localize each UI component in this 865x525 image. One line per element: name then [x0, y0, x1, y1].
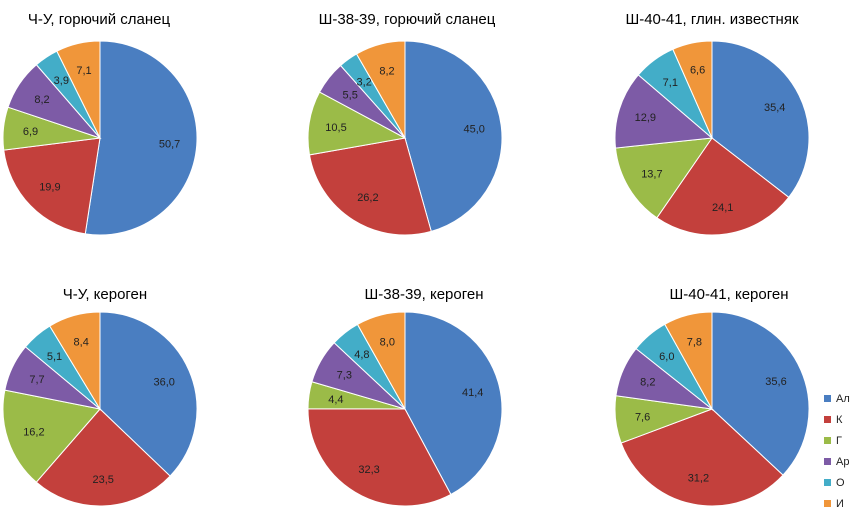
legend-swatch [824, 458, 831, 465]
pie-slice-К [307, 408, 452, 507]
pie-chart-2: Ш-38-39, горючий сланец 45,0 26,2 10,5 5,5 3,… [307, 11, 503, 236]
pie-slice-Ар [614, 74, 714, 149]
data-label: 31,2 [688, 473, 709, 485]
pie-slice-Г [614, 137, 714, 219]
pie-title: Ч-У, кероген [63, 286, 147, 303]
data-label: 26,2 [357, 192, 378, 204]
data-label: 35,6 [765, 376, 786, 388]
legend: Ал КГ Ар ОИ [824, 393, 850, 510]
pie-title: Ч-У, горючий сланец [28, 11, 171, 28]
data-label: 7,7 [29, 374, 44, 386]
legend-swatch [824, 500, 831, 507]
pie-slice-И [672, 40, 713, 139]
data-label: 19,9 [39, 182, 60, 194]
legend-label: И [836, 498, 844, 510]
legend-swatch [824, 395, 831, 402]
data-label: 16,2 [23, 427, 44, 439]
pie-slice-И [356, 311, 406, 411]
data-label: 32,3 [358, 464, 379, 476]
data-label: 23,5 [92, 474, 113, 486]
pie-chart-3: Ш-40-41, глин. известняк 35,4 24,1 13,7 12,9… [614, 11, 810, 236]
legend-swatch [824, 416, 831, 423]
pie-slice-И [355, 40, 406, 140]
legend-swatch [824, 479, 831, 486]
legend-swatch [824, 437, 831, 444]
data-label: 13,7 [641, 169, 662, 181]
data-label: 8,4 [74, 337, 89, 349]
pie-slice-К [656, 137, 790, 236]
data-label: 3,2 [357, 76, 372, 88]
data-label: 45,0 [463, 124, 484, 136]
data-label: 4,4 [328, 394, 343, 406]
pie-slice-И [56, 40, 101, 139]
legend-label: Ар [836, 456, 849, 468]
data-label: 6,9 [23, 126, 38, 138]
data-label: 24,1 [712, 202, 733, 214]
data-label: 10,5 [325, 122, 346, 134]
pie-title: Ш-38-39, кероген [365, 286, 484, 303]
data-label: 36,0 [153, 377, 174, 389]
data-label: 3,9 [54, 75, 69, 87]
data-label: 8,2 [640, 377, 655, 389]
data-label: 7,1 [663, 77, 678, 89]
pie-slice-Ал [404, 40, 503, 232]
pie-slice-Г [2, 389, 101, 483]
pie-title: Ш-40-41, кероген [670, 286, 789, 303]
pie-slice-Ал [404, 311, 503, 496]
data-label: 12,9 [635, 112, 656, 124]
pie-slice-К [3, 137, 101, 235]
data-label: 41,4 [462, 387, 483, 399]
data-label: 8,0 [380, 336, 395, 348]
data-label: 35,4 [764, 102, 785, 114]
data-label: 8,2 [379, 66, 394, 78]
data-label: 8,2 [34, 94, 49, 106]
pie-chart-6: Ш-40-41, кероген 35,6 31,2 7,6 8,2 6,0 7,8 [614, 286, 810, 507]
pie-slice-К [308, 137, 432, 236]
data-label: 50,7 [159, 138, 180, 150]
pie-slice-К [620, 408, 784, 507]
data-label: 7,1 [76, 65, 91, 77]
legend-label: Ал [836, 393, 850, 405]
data-label: 5,5 [343, 90, 358, 102]
legend-label: Г [836, 435, 842, 447]
data-label: 7,6 [635, 412, 650, 424]
pie-slice-И [49, 311, 101, 411]
pie-slice-И [664, 311, 713, 411]
legend-label: К [836, 414, 843, 426]
data-label: 6,6 [690, 65, 705, 77]
pie-slice-Ал [711, 311, 810, 476]
pie-title: Ш-40-41, глин. известняк [625, 11, 799, 28]
data-label: 7,8 [687, 336, 702, 348]
pie-chart-1: Ч-У, горючий сланец 50,7 19,9 6,9 8,2 3,9 7,1 [2, 11, 198, 236]
pie-slice-Ал [84, 40, 198, 236]
pie-slice-Ал [711, 40, 810, 199]
pie-slice-К [35, 408, 171, 507]
data-label: 5,1 [47, 351, 62, 363]
data-label: 7,3 [337, 369, 352, 381]
pie-slice-Ал [99, 311, 198, 477]
data-label: 4,8 [354, 349, 369, 361]
pie-title: Ш-38-39, горючий сланец [319, 11, 496, 28]
data-label: 6,0 [659, 351, 674, 363]
pie-chart-4: Ч-У, кероген 36,0 23,5 16,2 7,75,1 8,4 [2, 286, 198, 507]
pie-chart-5: Ш-38-39, кероген 41,4 32,3 4,4 7,34,8 8,0 [307, 286, 503, 507]
legend-label: О [836, 477, 845, 489]
